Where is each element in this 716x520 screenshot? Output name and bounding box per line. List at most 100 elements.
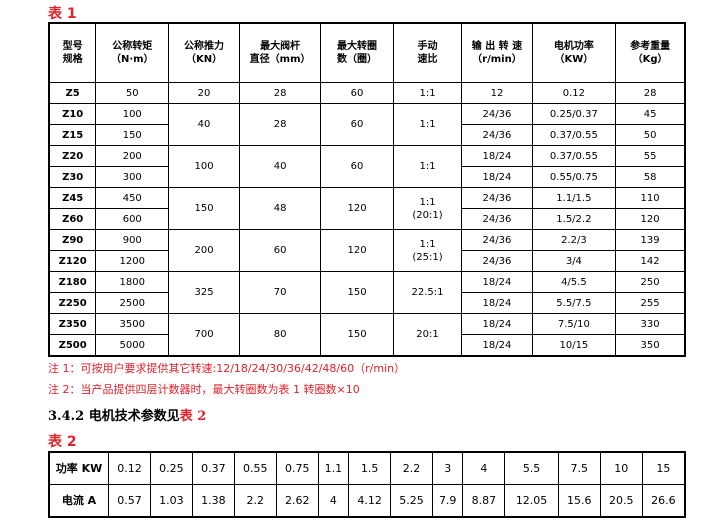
current-value: 20.5 — [599, 484, 643, 518]
power-value: 0.37 — [191, 451, 235, 485]
table-cell: 24/36 — [461, 124, 533, 146]
table-cell: 22.5:1 — [392, 271, 463, 314]
power-value: 0.55 — [233, 451, 277, 485]
table-cell: 900 — [95, 229, 170, 251]
table-cell: 1:1 — [392, 145, 463, 188]
table-row: Z120 1200 24/36 3/4 142 — [48, 250, 686, 272]
table-cell: 50 — [95, 82, 170, 104]
table-cell: 24/36 — [461, 103, 533, 125]
table-row: Z180 1800 325 70 150 22.5:1 18/24 4/5.5 250 — [48, 271, 686, 314]
table-row: Z30 300 18/24 0.55/0.75 58 — [48, 166, 686, 188]
table-cell: 60 — [320, 103, 394, 146]
table-cell: Z10 — [48, 103, 97, 125]
table-cell: 40 — [238, 145, 322, 188]
current-value: 0.57 — [108, 484, 151, 518]
table-cell: 18/24 — [461, 334, 533, 357]
table-cell: 18/24 — [461, 313, 533, 335]
current-value: 2.62 — [275, 484, 319, 518]
table-cell: 255 — [615, 292, 686, 314]
note-1: 注 1：可按用户要求提供其它转速:12/18/24/30/36/42/48/60… — [48, 362, 406, 375]
power-label: 功率 KW — [48, 451, 109, 485]
header-cell: 公称推力 （KN） — [168, 22, 240, 83]
current-label: 电流 A — [48, 484, 109, 518]
header-cell: 最大阀杆 直径（mm） — [238, 22, 322, 83]
table-row: Z45 450 150 48 120 1:1 (20:1) 24/36 1.1/1.5 110 — [48, 187, 686, 230]
header-cell: 公称转矩 （N·m） — [95, 22, 170, 83]
table-cell: 450 — [95, 187, 170, 209]
table-cell: 200 — [168, 229, 240, 272]
power-value: 15 — [641, 451, 686, 485]
table-cell: 110 — [615, 187, 686, 209]
table-row: Z90 900 200 60 120 1:1 (25:1) 24/36 2.2/3 139 — [48, 229, 686, 272]
table-cell: 28 — [238, 82, 322, 104]
current-value: 15.6 — [557, 484, 601, 518]
table2-caption: 表 2 — [48, 434, 77, 450]
power-value: 4 — [462, 451, 506, 485]
header-cell: 型号 规格 — [48, 22, 97, 83]
table-2: 功率 KW 0.12 0.25 0.37 0.55 0.75 1.1 1.5 2.2 3 4 5.5 7… — [48, 451, 686, 518]
table-cell: Z60 — [48, 208, 97, 230]
table-cell: 20:1 — [392, 313, 463, 357]
table-cell: 330 — [615, 313, 686, 335]
table-cell: Z30 — [48, 166, 97, 188]
table-cell: 60 — [320, 145, 394, 188]
power-value: 7.5 — [557, 451, 601, 485]
table-row: Z350 3500 700 80 150 20:1 18/24 7.5/10 330 — [48, 313, 686, 357]
table-row: Z20 200 100 40 60 1:1 18/24 0.37/0.55 55 — [48, 145, 686, 188]
table-cell: 55 — [615, 145, 686, 167]
table-cell: 40 — [168, 103, 240, 146]
section-ref: 表 2 — [179, 409, 207, 424]
table-cell: 5.5/7.5 — [531, 292, 617, 314]
table-cell: 58 — [615, 166, 686, 188]
power-value: 1.5 — [348, 451, 392, 485]
table-cell: Z120 — [48, 250, 97, 272]
current-value: 2.2 — [233, 484, 277, 518]
power-value: 10 — [599, 451, 643, 485]
table-cell: 0.25/0.37 — [531, 103, 617, 125]
table-cell: 1.5/2.2 — [531, 208, 617, 230]
table-cell: 200 — [95, 145, 170, 167]
table-cell: 700 — [168, 313, 240, 357]
power-value: 0.25 — [149, 451, 193, 485]
section-heading: 3.4.2 电机技术参数见表 2 — [48, 405, 206, 424]
table-cell: 50 — [615, 124, 686, 146]
power-value: 0.75 — [275, 451, 319, 485]
table-cell: 18/24 — [461, 292, 533, 314]
table-cell: 20 — [168, 82, 240, 104]
table-cell: Z5 — [48, 82, 97, 104]
current-value: 7.9 — [431, 484, 464, 518]
table-cell: 18/24 — [461, 271, 533, 293]
table-cell: 100 — [95, 103, 170, 125]
power-value: 1.1 — [317, 451, 350, 485]
table-cell: Z45 — [48, 187, 97, 209]
table-cell: 300 — [95, 166, 170, 188]
table-cell: 1:1 — [392, 103, 463, 146]
section-text: 3.4.2 电机技术参数见 — [48, 409, 180, 424]
table-cell: 24/36 — [461, 250, 533, 272]
current-value: 1.03 — [149, 484, 193, 518]
table-cell: 0.37/0.55 — [531, 145, 617, 167]
current-value: 26.6 — [641, 484, 686, 518]
table-cell: 18/24 — [461, 166, 533, 188]
table-cell: Z15 — [48, 124, 97, 146]
table-cell: Z350 — [48, 313, 97, 335]
table-cell: 2.2/3 — [531, 229, 617, 251]
table-cell: 3/4 — [531, 250, 617, 272]
table-row: Z500 5000 18/24 10/15 350 — [48, 334, 686, 357]
current-value: 4 — [317, 484, 350, 518]
table-cell: 100 — [168, 145, 240, 188]
table-cell: Z180 — [48, 271, 97, 293]
table-cell: 0.12 — [531, 82, 617, 104]
table1-caption: 表 1 — [48, 6, 77, 22]
table-cell: 60 — [238, 229, 322, 272]
table-cell: 1:1 (20:1) — [392, 187, 463, 230]
table-cell: 5000 — [95, 334, 170, 357]
table-cell: 325 — [168, 271, 240, 314]
table-cell: 48 — [238, 187, 322, 230]
table-cell: 1800 — [95, 271, 170, 293]
table-row: Z10 100 40 28 60 1:1 24/36 0.25/0.37 45 — [48, 103, 686, 146]
table-cell: 1:1 — [392, 82, 463, 104]
header-cell: 输 出 转 速 （r/min） — [461, 22, 533, 83]
table-row: Z15 150 24/36 0.37/0.55 50 — [48, 124, 686, 146]
table-cell: 1200 — [95, 250, 170, 272]
